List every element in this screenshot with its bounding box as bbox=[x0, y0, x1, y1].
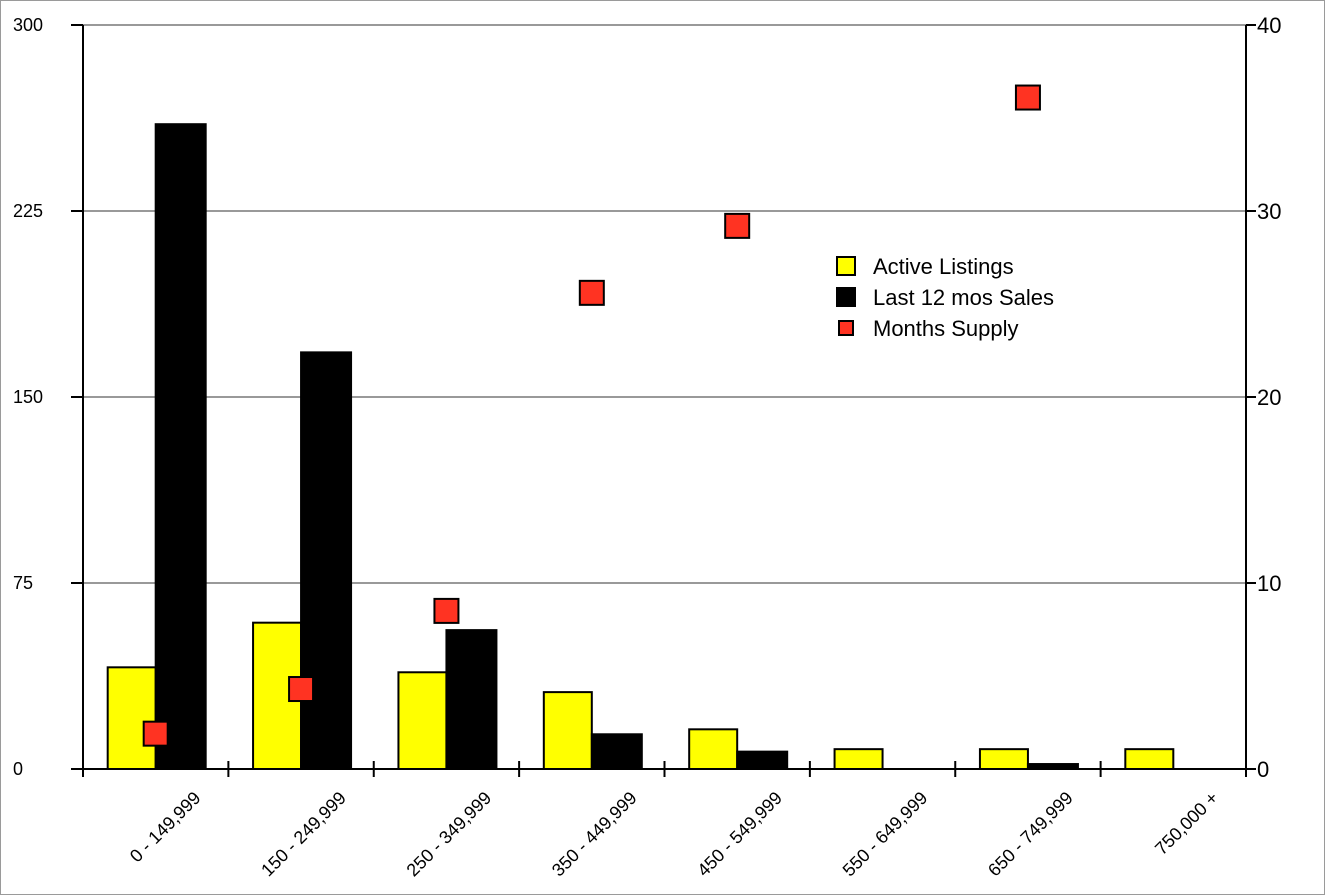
y-tick-label-right: 20 bbox=[1257, 385, 1281, 410]
marker-months-supply bbox=[1014, 84, 1041, 111]
y-tick-label-right: 40 bbox=[1257, 13, 1281, 38]
x-tick-label: 550 - 649,999 bbox=[839, 788, 932, 881]
grid-layer bbox=[83, 24, 1246, 584]
axes-layer bbox=[71, 24, 1256, 777]
bar-active-listings bbox=[978, 748, 1029, 770]
y-tick-label-right: 30 bbox=[1257, 199, 1281, 224]
y-tick-label-right: 0 bbox=[1257, 757, 1269, 782]
chart-legend: Active Listings Last 12 mos Sales Months S… bbox=[836, 254, 1054, 341]
marker-months-supply bbox=[142, 720, 169, 747]
marker-months-supply bbox=[724, 212, 751, 239]
x-tick-label: 350 - 449,999 bbox=[548, 788, 641, 881]
bar-last-12-mos-sales bbox=[736, 750, 789, 771]
bar-active-listings bbox=[397, 671, 448, 771]
y-tick-label-left: 300 bbox=[13, 15, 43, 35]
legend-swatch bbox=[836, 256, 856, 276]
markers-layer bbox=[142, 84, 1041, 747]
x-tick-label: 750,000 + bbox=[1151, 788, 1222, 859]
bar-active-listings bbox=[1124, 748, 1175, 770]
y-tick-label-left: 75 bbox=[13, 573, 33, 593]
bars-layer bbox=[106, 123, 1175, 771]
y-tick-label-left: 150 bbox=[13, 387, 43, 407]
x-tick-label: 150 - 249,999 bbox=[257, 788, 350, 881]
marker-months-supply bbox=[288, 676, 315, 703]
bar-last-12-mos-sales bbox=[445, 629, 498, 770]
bar-last-12-mos-sales bbox=[590, 733, 643, 771]
legend-label: Months Supply bbox=[873, 316, 1019, 341]
bar-active-listings bbox=[833, 748, 884, 770]
bar-active-listings bbox=[688, 728, 739, 771]
y-tick-label-right: 10 bbox=[1257, 571, 1281, 596]
legend-label: Last 12 mos Sales bbox=[873, 285, 1054, 310]
legend-swatch bbox=[836, 287, 856, 307]
x-tick-label: 0 - 149,999 bbox=[126, 788, 205, 867]
x-tick-label: 650 - 749,999 bbox=[984, 788, 1077, 881]
legend-swatch bbox=[838, 320, 854, 336]
marker-months-supply bbox=[433, 597, 460, 624]
x-tick-label: 250 - 349,999 bbox=[403, 788, 496, 881]
bar-last-12-mos-sales bbox=[300, 351, 353, 770]
marker-months-supply bbox=[578, 279, 605, 306]
x-tick-label: 450 - 549,999 bbox=[693, 788, 786, 881]
bar-last-12-mos-sales bbox=[154, 123, 207, 770]
y-tick-label-left: 225 bbox=[13, 201, 43, 221]
bar-active-listings bbox=[106, 666, 157, 771]
y-tick-label-left: 0 bbox=[13, 759, 23, 779]
bar-active-listings bbox=[542, 691, 593, 770]
legend-label: Active Listings bbox=[873, 254, 1014, 279]
